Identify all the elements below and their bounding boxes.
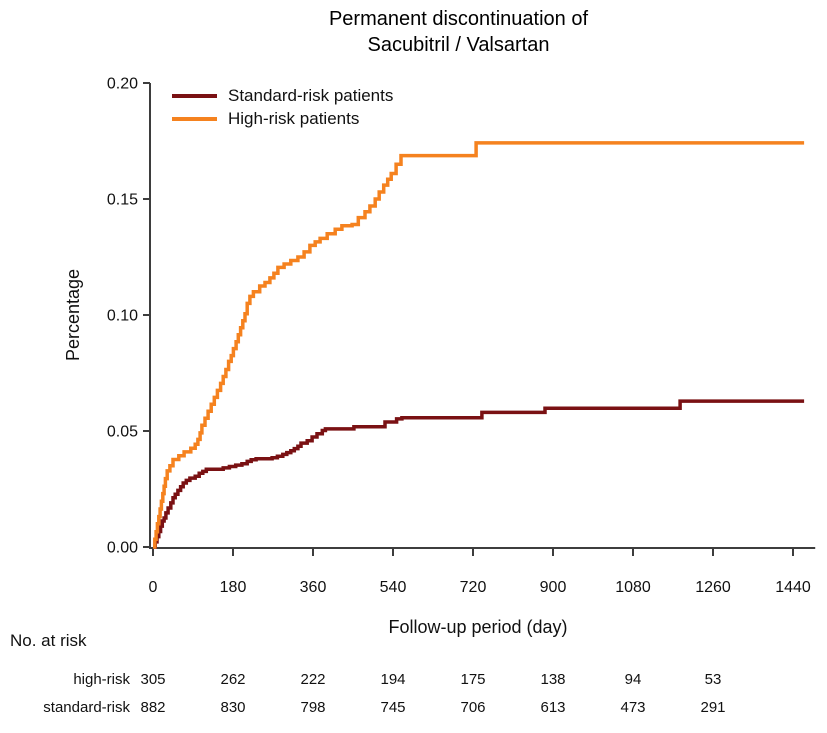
at-risk-row-label-high-risk: high-risk — [73, 671, 130, 688]
x-tick-label: 0 — [149, 579, 158, 596]
at-risk-value-standard-risk-720: 706 — [460, 699, 486, 716]
y-tick-label: 0.20 — [107, 76, 138, 93]
y-tick-label: 0.10 — [107, 308, 138, 325]
at-risk-value-high-risk-720: 175 — [460, 671, 486, 688]
y-tick-label: 0.15 — [107, 192, 138, 209]
at-risk-value-high-risk-360: 222 — [300, 671, 326, 688]
chart-title-line1: Permanent discontinuation of — [328, 8, 589, 30]
at-risk-value-standard-risk-540: 745 — [380, 699, 406, 716]
at-risk-row-label-standard-risk: standard-risk — [43, 699, 130, 716]
legend-item-standard-risk: Standard-risk patients — [172, 86, 393, 106]
at-risk-value-high-risk-1080: 94 — [624, 671, 642, 688]
x-tick-label: 540 — [380, 579, 407, 596]
x-tick-label: 1080 — [615, 579, 651, 596]
y-tick-label: 0.00 — [107, 540, 138, 557]
at-risk-value-standard-risk-0: 882 — [140, 699, 166, 716]
at-risk-value-standard-risk-1260: 291 — [700, 699, 726, 716]
at-risk-value-standard-risk-1080: 473 — [620, 699, 646, 716]
x-tick-label: 720 — [460, 579, 487, 596]
x-tick-label: 180 — [220, 579, 247, 596]
legend-item-high-risk: High-risk patients — [172, 109, 359, 129]
at-risk-value-high-risk-0: 305 — [140, 671, 166, 688]
x-axis-label: Follow-up period (day) — [388, 617, 568, 637]
standard-risk-curve — [153, 399, 805, 549]
high-risk-line-swatch — [172, 117, 217, 121]
at-risk-value-standard-risk-360: 798 — [300, 699, 326, 716]
legend-label-high-risk: High-risk patients — [228, 109, 360, 128]
legend-label-standard-risk: Standard-risk patients — [228, 86, 394, 105]
y-axis-label: Percentage — [63, 268, 83, 362]
at-risk-value-high-risk-540: 194 — [380, 671, 406, 688]
at-risk-value-standard-risk-180: 830 — [220, 699, 246, 716]
at-risk-value-standard-risk-900: 613 — [540, 699, 566, 716]
at-risk-value-high-risk-900: 138 — [540, 671, 566, 688]
y-tick-label: 0.05 — [107, 424, 138, 441]
x-tick-label: 900 — [540, 579, 567, 596]
at-risk-value-high-risk-180: 262 — [220, 671, 246, 688]
x-tick-label: 1260 — [695, 579, 731, 596]
at-risk-value-high-risk-1260: 53 — [704, 671, 722, 688]
standard-risk-line-swatch — [172, 94, 217, 98]
at-risk-heading: No. at risk — [10, 631, 87, 650]
high-risk-curve — [153, 141, 805, 549]
x-tick-label: 1440 — [775, 579, 811, 596]
x-tick-label: 360 — [300, 579, 327, 596]
chart-title: Permanent discontinuation of Sacubitril … — [90, 6, 827, 58]
chart-title-line2: Sacubitril / Valsartan — [367, 34, 550, 56]
